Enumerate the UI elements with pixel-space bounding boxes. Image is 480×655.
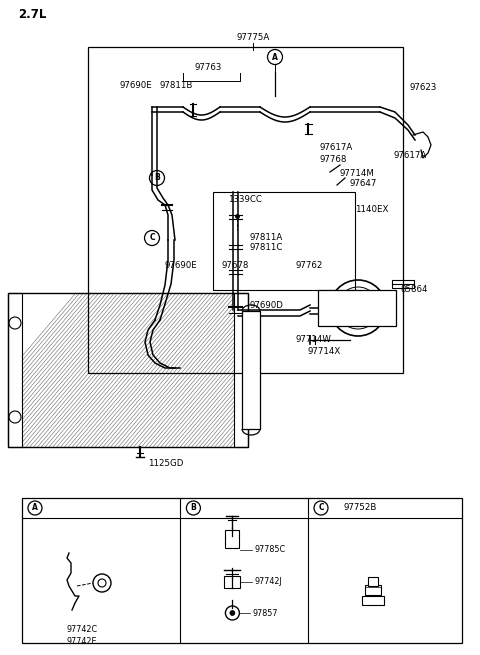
Text: 97617A: 97617A [393, 151, 426, 160]
Bar [392, 280, 414, 288]
Bar [226, 530, 240, 548]
Text: B: B [191, 504, 196, 512]
Bar [8, 293, 22, 447]
Text: 97690E: 97690E [164, 261, 197, 269]
Bar [362, 596, 384, 605]
Text: 85864: 85864 [400, 286, 428, 295]
Text: C: C [318, 504, 324, 512]
Bar [8, 293, 248, 447]
Text: 97623: 97623 [410, 83, 437, 92]
Text: 97775A: 97775A [236, 33, 270, 41]
Bar [88, 47, 403, 373]
Text: 2.7L: 2.7L [18, 7, 47, 20]
Text: 97762: 97762 [295, 261, 323, 269]
Text: 97763: 97763 [194, 62, 222, 71]
Bar [213, 192, 355, 290]
Bar [225, 576, 240, 588]
Text: 97752B: 97752B [343, 504, 376, 512]
Bar [365, 585, 381, 595]
Text: 97647: 97647 [350, 179, 377, 189]
Bar [242, 311, 260, 429]
Text: 97690D: 97690D [250, 301, 284, 310]
Text: 97678: 97678 [222, 261, 250, 269]
Circle shape [230, 610, 235, 616]
Bar [368, 577, 378, 586]
Text: C: C [149, 233, 155, 242]
Text: 97811B: 97811B [160, 81, 193, 90]
Text: 1140EX: 1140EX [355, 206, 388, 214]
Bar [22, 498, 462, 643]
Text: 97811C: 97811C [250, 244, 283, 252]
Text: 97768: 97768 [320, 155, 348, 164]
Text: 97714M: 97714M [340, 170, 375, 179]
Text: 97742J: 97742J [254, 578, 282, 586]
Text: B: B [154, 174, 160, 183]
Text: 97714X: 97714X [308, 348, 341, 356]
Text: 97617A: 97617A [320, 143, 353, 153]
Text: 1339CC: 1339CC [228, 195, 262, 204]
Bar [318, 290, 396, 326]
Text: 97714W: 97714W [295, 335, 331, 345]
Text: 97785C: 97785C [254, 546, 286, 555]
Text: A: A [272, 52, 278, 62]
Text: 97811A: 97811A [250, 233, 283, 242]
Text: 97690E: 97690E [119, 81, 152, 90]
Bar [234, 293, 248, 447]
Text: 97857: 97857 [252, 608, 278, 618]
Text: 97742C: 97742C [66, 626, 97, 635]
Text: A: A [32, 504, 38, 512]
Text: 97742E: 97742E [67, 637, 97, 645]
Text: 1125GD: 1125GD [148, 458, 183, 468]
